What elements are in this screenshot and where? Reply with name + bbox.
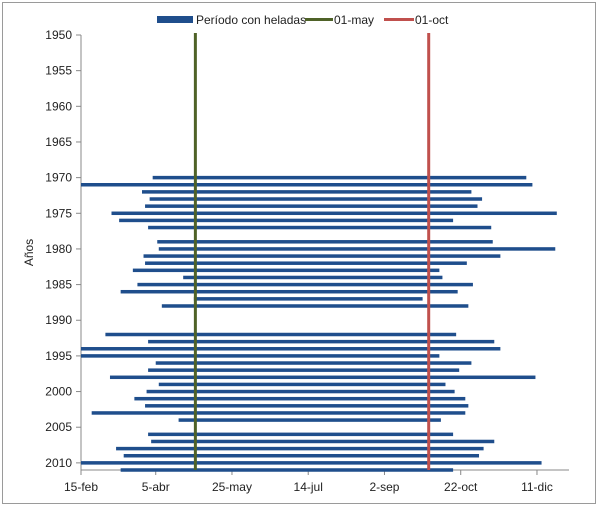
y-tick-label: 1990 bbox=[45, 313, 72, 327]
y-tick-label: 1985 bbox=[45, 278, 72, 292]
frost-period-bar bbox=[120, 289, 458, 294]
frost-period-bar bbox=[81, 461, 542, 465]
y-axis-label: Años bbox=[22, 239, 36, 266]
frost-period-bar bbox=[81, 183, 533, 187]
y-tick-label: 1965 bbox=[45, 135, 72, 149]
x-tick-label: 25-may bbox=[212, 480, 252, 494]
frost-period-bar bbox=[158, 382, 446, 387]
chart-frame: Período con heladas 01-may 01-oct 1950 19… bbox=[2, 2, 596, 504]
frost-period-bar bbox=[145, 204, 478, 208]
y-tick-label: 1995 bbox=[45, 349, 72, 363]
legend-swatch-heladas bbox=[157, 16, 193, 23]
chart-svg: Período con heladas 01-may 01-oct 195019… bbox=[22, 13, 569, 494]
frost-period-bar bbox=[81, 354, 440, 358]
frost-period-bar bbox=[116, 446, 484, 451]
frost-period-bar bbox=[178, 418, 441, 422]
legend-label-heladas: Período con heladas bbox=[196, 13, 306, 27]
bars-group bbox=[81, 175, 557, 472]
y-tick-label: 1955 bbox=[45, 64, 72, 78]
frost-period-bar bbox=[145, 404, 469, 408]
frost-period-bar bbox=[148, 225, 492, 230]
frost-period-bar bbox=[148, 368, 460, 372]
frost-period-bar bbox=[149, 197, 483, 201]
frost-period-bar bbox=[155, 361, 472, 365]
frost-period-bar bbox=[183, 275, 443, 280]
frost-period-bar bbox=[151, 439, 495, 444]
frost-period-bar bbox=[157, 240, 493, 244]
frost-period-bar bbox=[142, 190, 472, 194]
frost-period-bar bbox=[105, 332, 457, 337]
y-tick-label: 1950 bbox=[45, 28, 72, 42]
frost-period-bar bbox=[146, 389, 455, 394]
frost-period-bar bbox=[193, 297, 423, 301]
frost-period-bar bbox=[123, 453, 480, 458]
frost-period-bar bbox=[120, 468, 454, 472]
legend-label-01-may: 01-may bbox=[334, 13, 374, 27]
y-tick-label: 1980 bbox=[45, 242, 72, 256]
frost-period-bar bbox=[152, 175, 527, 180]
frost-period-bar bbox=[161, 304, 469, 308]
y-tick-label: 2005 bbox=[45, 420, 72, 434]
frost-period-bar bbox=[148, 339, 495, 344]
y-tick-label: 2000 bbox=[45, 385, 72, 399]
frost-period-bar bbox=[148, 432, 454, 437]
frost-period-bar bbox=[158, 247, 556, 251]
frost-period-bar bbox=[145, 261, 467, 265]
reference-lines bbox=[193, 33, 431, 470]
x-tick-label: 22-oct bbox=[444, 480, 478, 494]
x-tick-label: 15-feb bbox=[64, 480, 98, 494]
x-tick-label: 11-dic bbox=[521, 480, 553, 494]
frost-period-bar bbox=[132, 268, 440, 273]
frost-period-bar bbox=[143, 254, 501, 258]
frost-period-bar bbox=[111, 211, 557, 216]
x-tick-label: 2-sep bbox=[369, 480, 399, 494]
y-tick-label: 1975 bbox=[45, 206, 72, 220]
legend: Período con heladas 01-may 01-oct bbox=[157, 13, 449, 27]
frost-period-bar bbox=[134, 396, 466, 401]
frost-period-bar bbox=[91, 411, 466, 415]
x-tick-label: 5-abr bbox=[142, 480, 170, 494]
y-tick-label: 1960 bbox=[45, 99, 72, 113]
x-tick-label: 14-jul bbox=[294, 480, 323, 494]
frost-period-bar bbox=[81, 347, 501, 351]
frost-period-bar bbox=[119, 218, 454, 223]
legend-label-01-oct: 01-oct bbox=[415, 13, 449, 27]
axes: 1950 1955 1960 1965 1970 1975 1980 1985 1990 1995… bbox=[45, 28, 569, 494]
frost-period-bar bbox=[109, 375, 536, 380]
y-tick-label: 2010 bbox=[45, 456, 72, 470]
frost-period-bar bbox=[137, 282, 473, 287]
y-tick-label: 1970 bbox=[45, 171, 72, 185]
